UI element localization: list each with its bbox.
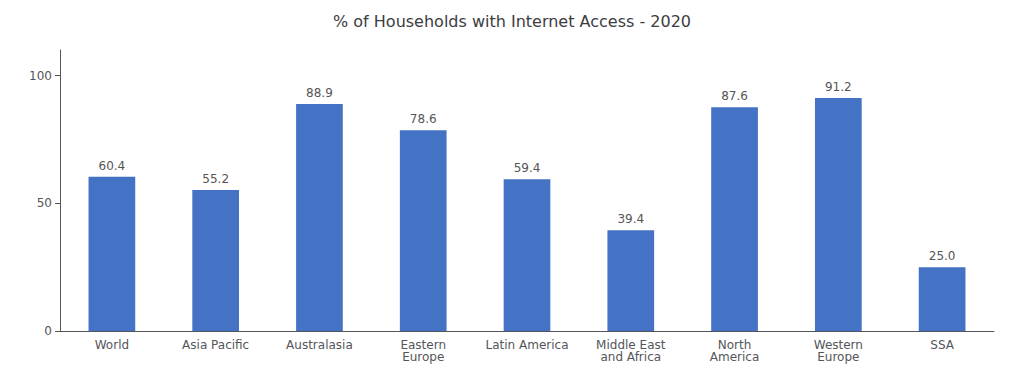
svg-text:50: 50: [37, 196, 52, 210]
svg-text:59.4: 59.4: [514, 161, 541, 175]
svg-text:91.2: 91.2: [825, 80, 852, 94]
svg-text:Australasia: Australasia: [286, 338, 353, 352]
svg-text:Latin America: Latin America: [486, 338, 569, 352]
svg-text:Europe: Europe: [817, 350, 859, 364]
svg-text:World: World: [95, 338, 129, 352]
svg-text:25.0: 25.0: [929, 249, 956, 263]
svg-text:87.6: 87.6: [721, 89, 748, 103]
svg-text:and Africa: and Africa: [600, 350, 661, 364]
svg-text:100: 100: [29, 69, 52, 83]
svg-text:39.4: 39.4: [617, 212, 644, 226]
svg-text:Eastern: Eastern: [400, 338, 446, 352]
svg-text:Middle East: Middle East: [596, 338, 666, 352]
svg-text:0: 0: [44, 324, 52, 338]
svg-text:North: North: [717, 338, 752, 352]
svg-text:88.9: 88.9: [306, 86, 333, 100]
svg-text:78.6: 78.6: [410, 112, 437, 126]
svg-text:Western: Western: [813, 338, 863, 352]
svg-text:% of Households with Internet: % of Households with Internet Access - 2…: [333, 12, 691, 31]
svg-text:60.4: 60.4: [99, 159, 126, 173]
svg-text:America: America: [710, 350, 760, 364]
svg-text:Asia Pacific: Asia Pacific: [182, 338, 249, 352]
svg-text:SSA: SSA: [930, 338, 954, 352]
svg-text:Europe: Europe: [402, 350, 444, 364]
svg-text:55.2: 55.2: [202, 172, 229, 186]
